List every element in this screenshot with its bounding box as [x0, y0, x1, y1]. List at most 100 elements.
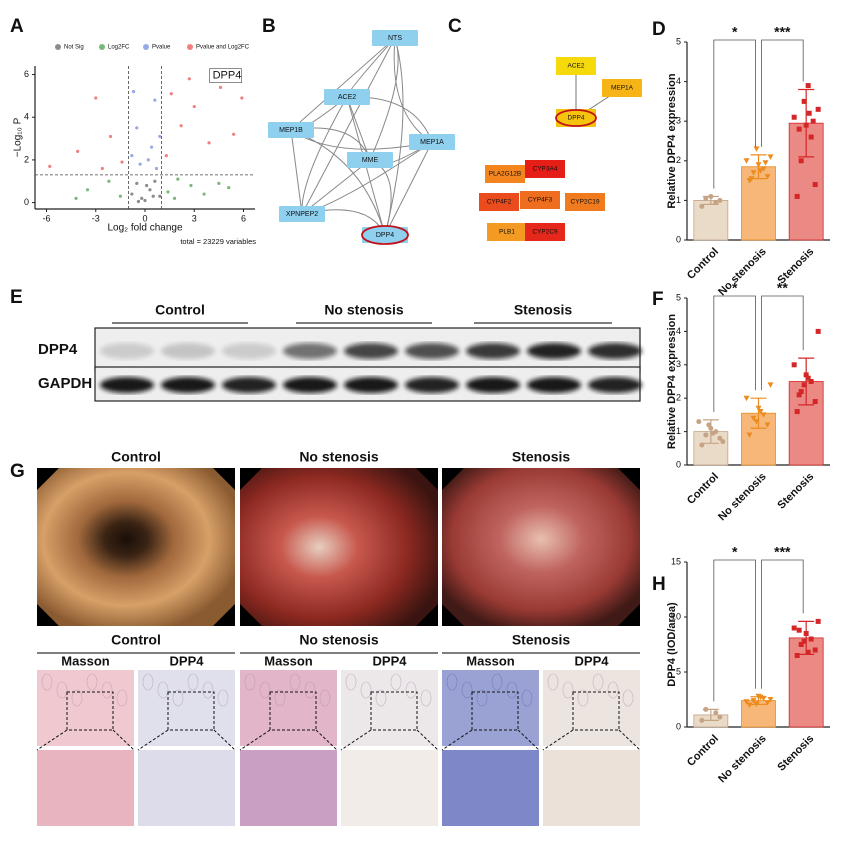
point: [713, 199, 719, 205]
stain-label: Masson: [61, 653, 109, 668]
node: [520, 191, 560, 209]
zoom-box: [167, 691, 215, 731]
x-tick-label: -6: [42, 213, 50, 223]
point: [149, 145, 154, 149]
node: [525, 160, 565, 178]
tissue-texture: [86, 673, 98, 691]
panel-label: B: [262, 16, 276, 37]
sig-label: **: [777, 280, 788, 296]
node-label: CYP4F2: [487, 199, 512, 206]
panel-label: D: [652, 19, 666, 40]
sig-bracket: [713, 39, 756, 189]
point: [218, 85, 223, 89]
y-tick-label: 5: [676, 292, 681, 302]
point: [720, 439, 726, 445]
point: [812, 399, 818, 405]
y-tick-label: 3: [676, 359, 681, 369]
node-label: ACE2: [338, 94, 356, 101]
node: [362, 227, 408, 243]
x-tick-label: No stenosis: [716, 733, 769, 786]
point: [240, 96, 244, 100]
point: [227, 186, 231, 190]
x-tick-label: Control: [685, 733, 721, 769]
histology-image: [543, 670, 640, 746]
y-tick-label: 5: [676, 666, 681, 676]
point: [764, 422, 771, 428]
point: [794, 409, 800, 415]
node-label: MEP1A: [611, 85, 634, 92]
point: [717, 197, 723, 203]
point: [710, 430, 716, 436]
point: [794, 653, 800, 658]
node: [485, 165, 525, 183]
tissue-texture: [71, 689, 83, 707]
group-label: Stenosis: [514, 302, 573, 318]
tissue-texture: [142, 673, 154, 691]
point: [703, 195, 709, 201]
point: [764, 700, 771, 706]
point: [803, 122, 809, 128]
y-axis-label: Relative DPP4 expression: [666, 314, 678, 449]
point: [166, 190, 170, 194]
legend-label: Pvalue: [152, 45, 171, 51]
blot-band: [222, 377, 276, 393]
x-tick-label: 0: [142, 213, 147, 223]
point: [699, 442, 705, 448]
point: [136, 199, 141, 204]
blot-band: [466, 377, 520, 393]
point: [810, 118, 816, 124]
point: [815, 106, 821, 112]
annotation-box: [209, 68, 242, 83]
sig-label: *: [732, 544, 738, 560]
point: [108, 134, 113, 139]
point: [703, 432, 709, 438]
node: [556, 109, 596, 127]
zoom-lines: [239, 729, 338, 751]
point: [750, 698, 757, 704]
node: [279, 206, 325, 222]
point: [801, 638, 807, 644]
node-label: MEP1B: [279, 127, 303, 134]
x-tick-label: No stenosis: [716, 471, 769, 524]
zoom-box: [471, 691, 519, 731]
tissue-texture: [446, 673, 458, 691]
y-tick-label: 0: [676, 459, 681, 469]
tissue-texture: [405, 681, 417, 699]
tissue-texture: [41, 673, 53, 691]
blot-band: [527, 377, 581, 393]
y-tick-label: 15: [671, 556, 681, 566]
point: [151, 194, 155, 198]
point: [757, 409, 764, 415]
histology-zoom: [341, 750, 438, 826]
point: [703, 706, 709, 712]
point: [743, 699, 750, 705]
x-tick-label: 3: [192, 213, 197, 223]
tissue-texture: [360, 681, 372, 699]
sig-bracket: [713, 295, 756, 412]
y-tick-label: 0: [24, 197, 29, 207]
point: [158, 134, 162, 139]
x-tick-label: 6: [241, 213, 246, 223]
tissue-texture: [491, 673, 503, 691]
node: [556, 57, 596, 75]
point: [85, 188, 90, 192]
point: [179, 124, 183, 128]
tissue-texture: [375, 689, 387, 707]
sig-label: *: [732, 24, 738, 40]
legend-swatch: [187, 44, 193, 50]
point: [706, 422, 712, 428]
histology-zoom: [240, 750, 337, 826]
node-label: CYP2C19: [571, 199, 600, 206]
blot-band: [466, 343, 520, 359]
y-tick-label: 3: [676, 116, 681, 126]
node-label: MME: [362, 157, 379, 164]
point: [791, 114, 797, 120]
point: [794, 193, 800, 199]
point: [131, 90, 136, 94]
image-title: Control: [111, 449, 161, 465]
point: [808, 379, 814, 384]
endoscopy-image: [240, 468, 438, 626]
point: [750, 170, 757, 176]
group-label: Control: [111, 632, 161, 648]
point: [791, 362, 797, 368]
